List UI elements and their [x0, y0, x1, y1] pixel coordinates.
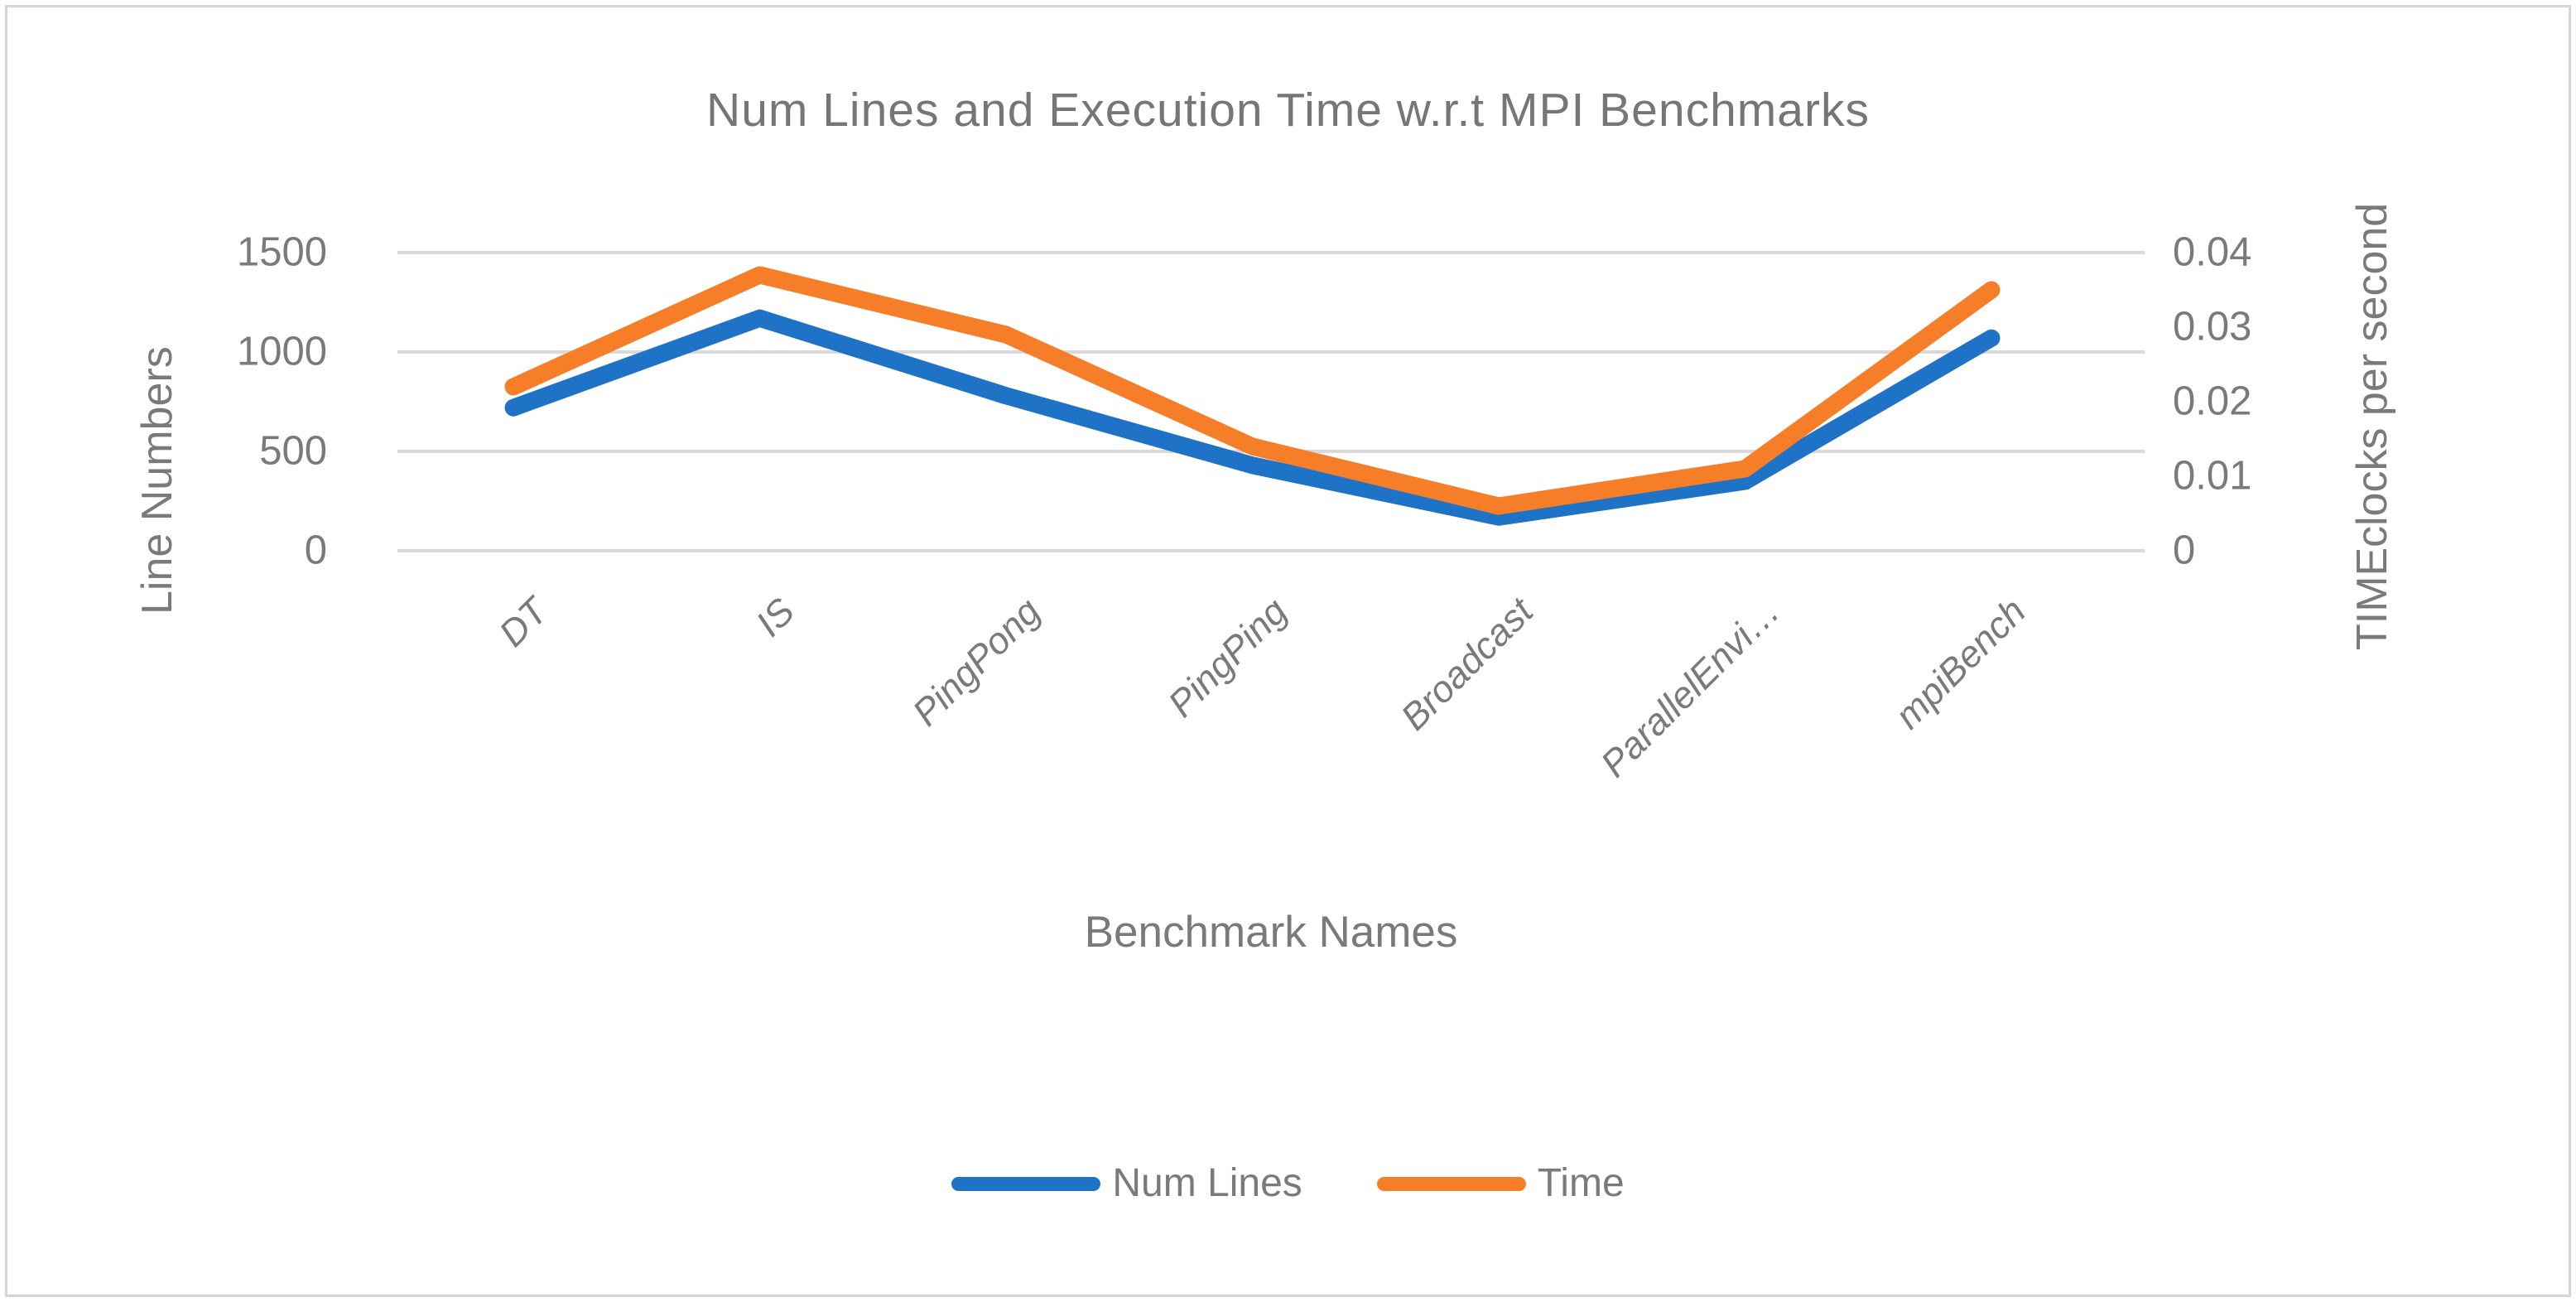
legend: Num Lines Time — [0, 1164, 2576, 1203]
right-axis-tick: 0.04 — [2173, 229, 2252, 275]
legend-item-num-lines: Num Lines — [951, 1164, 1302, 1203]
legend-swatch — [951, 1176, 1101, 1191]
legend-swatch — [1376, 1176, 1526, 1191]
left-axis-title: Line Numbers — [132, 346, 181, 615]
right-axis-tick: 0.02 — [2173, 379, 2252, 424]
series-line-num-lines — [504, 309, 2001, 526]
right-axis-title-line2: clocks per second — [2347, 202, 2396, 547]
chart-title: Num Lines and Execution Time w.r.t MPI B… — [706, 84, 1870, 137]
series-line-time — [504, 266, 2001, 515]
left-axis-tick: 1000 — [236, 329, 327, 374]
right-axis-title: TIME clocks per second — [2285, 203, 2459, 650]
left-axis-tick: 1500 — [236, 229, 327, 275]
legend-label: Num Lines — [1112, 1161, 1302, 1205]
right-axis-tick: 0.03 — [2173, 304, 2252, 350]
right-axis-title-line1: TIME — [2347, 547, 2396, 651]
right-axis-tick: 0 — [2173, 528, 2196, 573]
legend-item-time: Time — [1376, 1161, 1625, 1205]
series-lines — [504, 266, 2001, 526]
left-axis-tick: 500 — [259, 428, 327, 474]
legend-label: Time — [1537, 1161, 1625, 1205]
right-axis-tick: 0.01 — [2173, 453, 2252, 499]
left-axis-tick: 0 — [304, 528, 327, 573]
x-axis-title: Benchmark Names — [1084, 908, 1458, 957]
